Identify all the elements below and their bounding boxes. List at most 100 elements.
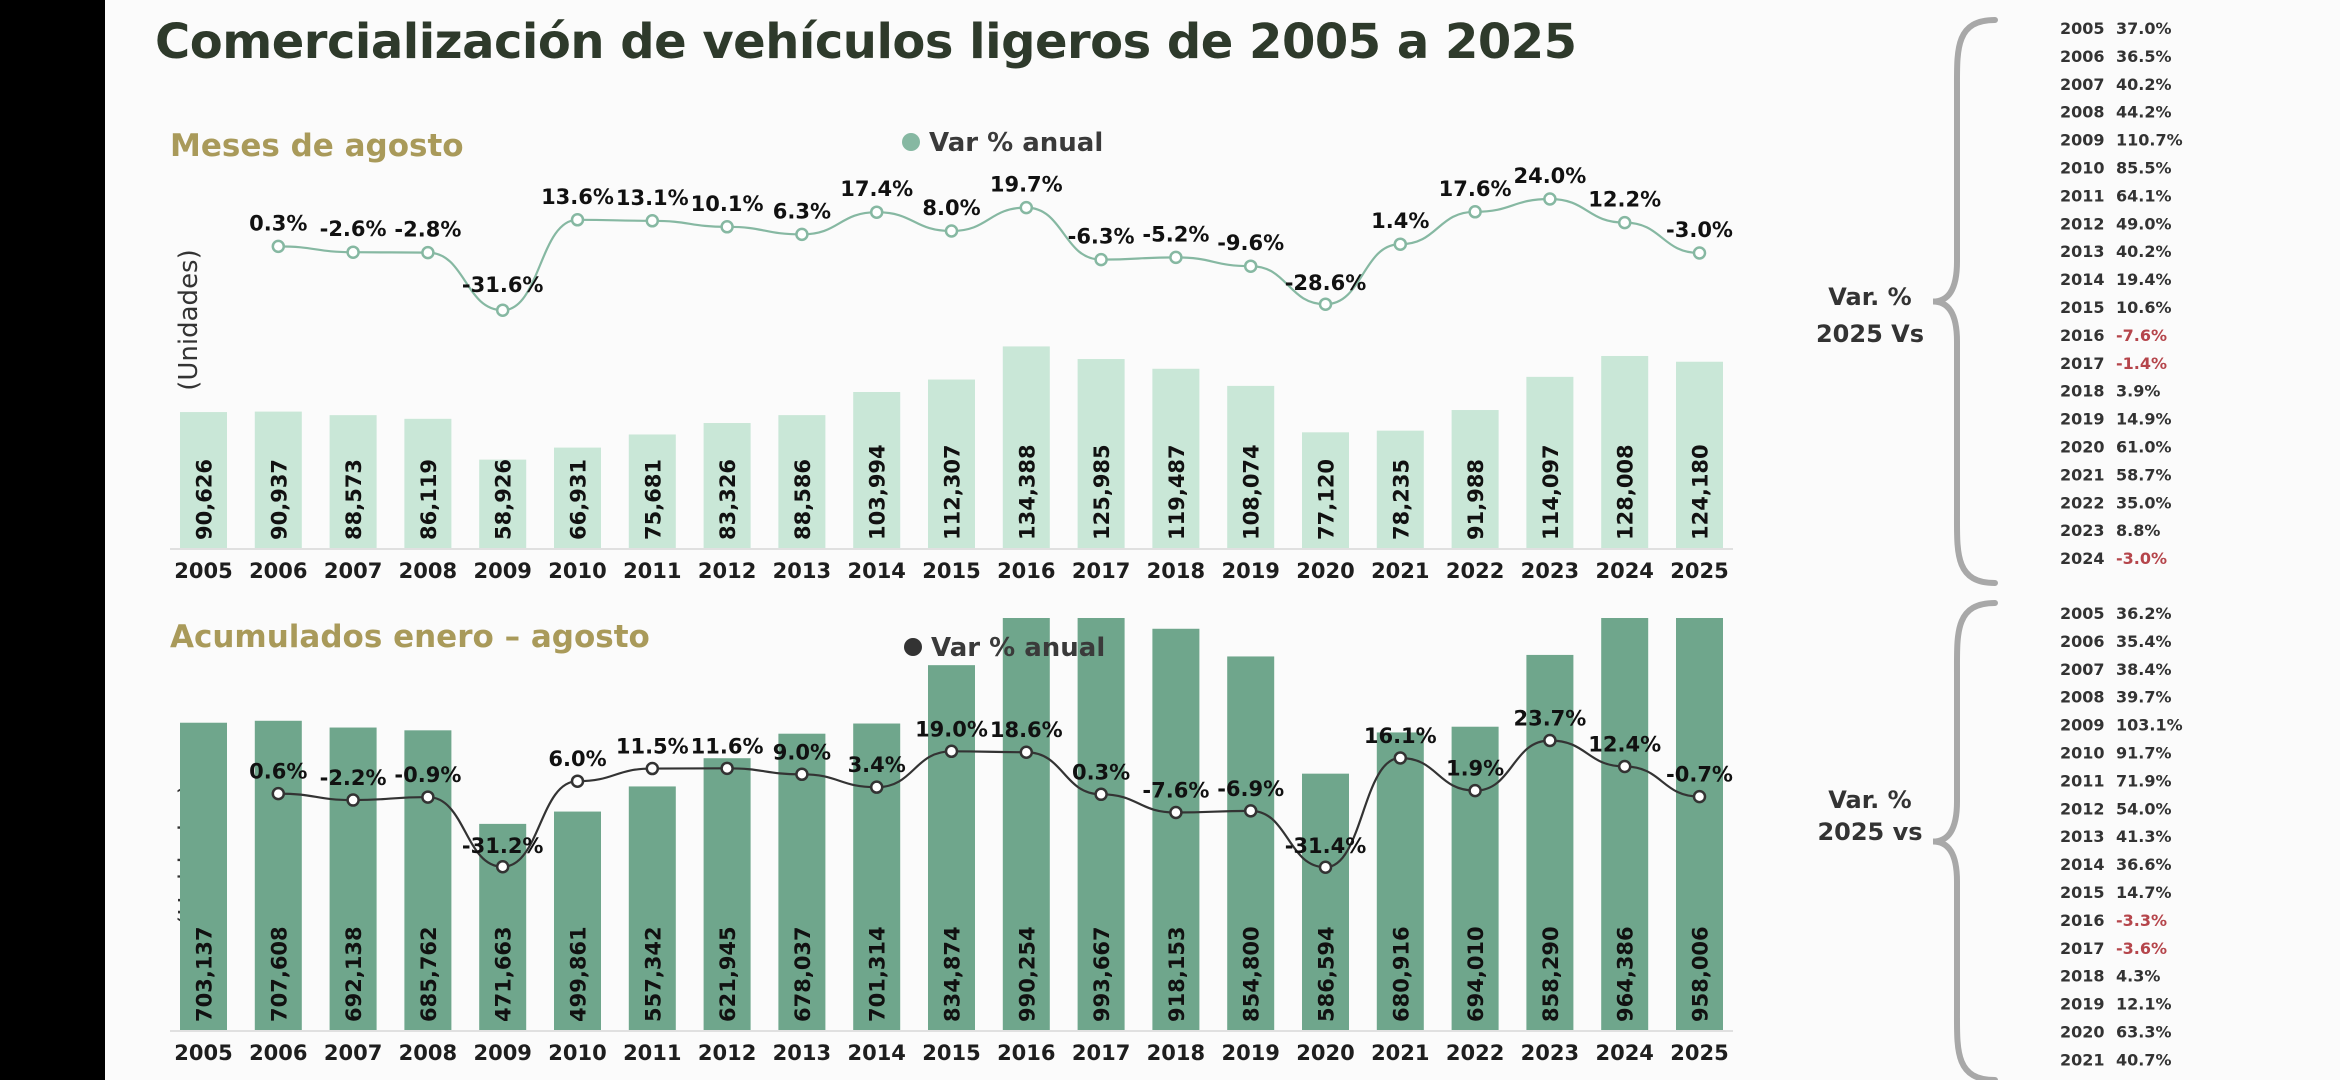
bottom-comparison-value: 41.3% bbox=[2116, 827, 2172, 846]
top-comparison-value: 85.5% bbox=[2116, 159, 2172, 178]
top-bar-2019 bbox=[1227, 385, 1275, 548]
bottom-var-label: 12.4% bbox=[1588, 732, 1661, 756]
top-comparison-year: 2023 bbox=[2060, 521, 2105, 540]
top-year-label: 2022 bbox=[1446, 559, 1504, 583]
top-comparison-year: 2006 bbox=[2060, 47, 2105, 66]
bottom-comparison-value: 39.7% bbox=[2116, 688, 2172, 707]
bottom-bar-value-label: 557,342 bbox=[641, 926, 665, 1022]
top-var-label: 13.6% bbox=[541, 185, 614, 209]
bottom-bar-value-label: 703,137 bbox=[193, 926, 217, 1022]
top-comparison-value: -7.6% bbox=[2116, 326, 2167, 345]
bottom-bar-2013 bbox=[778, 733, 826, 1030]
bottom-year-label: 2007 bbox=[324, 1041, 382, 1065]
bottom-comparison-year: 2014 bbox=[2060, 855, 2105, 874]
top-comparison-value: 64.1% bbox=[2116, 186, 2172, 205]
top-bar-value-label: 119,487 bbox=[1165, 444, 1189, 540]
bottom-bar-2005 bbox=[180, 722, 227, 1030]
top-comparison-value: 37.0% bbox=[2116, 19, 2172, 38]
bottom-bar-2016 bbox=[1002, 618, 1050, 1030]
bottom-var-marker bbox=[271, 786, 286, 801]
top-var-marker bbox=[271, 239, 286, 254]
top-comparison-year: 2022 bbox=[2060, 493, 2105, 512]
top-var-label: -5.2% bbox=[1142, 222, 1209, 246]
top-year-label: 2024 bbox=[1595, 559, 1653, 583]
top-comparison-value: 49.0% bbox=[2116, 214, 2172, 233]
top-var-marker bbox=[1094, 252, 1108, 267]
bottom-legend-marker bbox=[904, 638, 922, 656]
bottom-year-label: 2016 bbox=[997, 1041, 1055, 1065]
bottom-bar-value-label: 958,006 bbox=[1689, 926, 1713, 1022]
top-year-label: 2006 bbox=[249, 559, 307, 583]
top-comparison-year: 2018 bbox=[2060, 382, 2105, 401]
top-bar-2015 bbox=[928, 379, 975, 548]
bottom-bar-value-label: 918,153 bbox=[1165, 926, 1189, 1022]
bottom-var-marker bbox=[570, 774, 585, 788]
bottom-year-label: 2024 bbox=[1595, 1041, 1653, 1065]
top-year-label: 2010 bbox=[548, 559, 606, 583]
top-bar-2023 bbox=[1526, 376, 1574, 548]
top-bar-value-label: 77,120 bbox=[1315, 459, 1339, 540]
top-year-label: 2005 bbox=[174, 559, 232, 583]
bottom-bar-value-label: 964,386 bbox=[1614, 926, 1638, 1022]
bottom-bar-value-label: 692,138 bbox=[342, 926, 366, 1022]
top-bar-value-label: 66,931 bbox=[567, 459, 591, 540]
bottom-comparison-year: 2012 bbox=[2060, 799, 2105, 818]
top-comparison-year: 2010 bbox=[2060, 159, 2105, 178]
bottom-year-label: 2023 bbox=[1521, 1041, 1579, 1065]
top-year-label: 2011 bbox=[623, 559, 681, 583]
top-year-label: 2013 bbox=[773, 559, 831, 583]
top-year-label: 2018 bbox=[1147, 559, 1205, 583]
top-year-label: 2021 bbox=[1371, 559, 1429, 583]
top-comparison-year: 2015 bbox=[2060, 298, 2105, 317]
top-bar-2005 bbox=[180, 412, 227, 548]
top-comparison-year: 2024 bbox=[2060, 549, 2105, 568]
bottom-bar-value-label: 586,594 bbox=[1315, 926, 1339, 1022]
top-bar-2016 bbox=[1002, 346, 1050, 548]
bottom-bar-2019 bbox=[1227, 656, 1275, 1030]
bottom-comparison-heading-2: 2025 vs bbox=[1817, 818, 1922, 846]
top-bar-value-label: 103,994 bbox=[866, 444, 890, 540]
bottom-comparison-year: 2006 bbox=[2060, 632, 2105, 651]
top-comparison-year: 2013 bbox=[2060, 242, 2105, 261]
top-year-label: 2020 bbox=[1296, 559, 1354, 583]
bottom-bar-2014 bbox=[853, 723, 901, 1030]
bottom-bar-value-label: 707,608 bbox=[267, 926, 291, 1022]
bottom-comparison-year: 2005 bbox=[2060, 604, 2105, 623]
bottom-var-marker bbox=[1019, 745, 1034, 759]
top-var-marker bbox=[1692, 246, 1707, 260]
bottom-var-label: 11.5% bbox=[616, 735, 689, 759]
bottom-var-marker bbox=[1318, 860, 1333, 874]
bottom-bar-value-label: 694,010 bbox=[1464, 926, 1488, 1022]
bottom-comparison-year: 2010 bbox=[2060, 744, 2105, 763]
bottom-var-label: 9.0% bbox=[773, 740, 831, 764]
top-bar-2006 bbox=[254, 411, 302, 548]
top-bar-2025 bbox=[1676, 361, 1723, 548]
bottom-comparison-value: 4.3% bbox=[2116, 967, 2160, 986]
bottom-comparison-value: 35.4% bbox=[2116, 632, 2172, 651]
top-var-label: 13.1% bbox=[616, 186, 689, 210]
top-bar-2014 bbox=[853, 392, 901, 548]
bottom-comparison-year: 2021 bbox=[2060, 1050, 2105, 1069]
bottom-var-label: -31.4% bbox=[1285, 834, 1367, 858]
top-bar-value-label: 90,937 bbox=[267, 459, 291, 540]
top-bar-value-label: 134,388 bbox=[1015, 444, 1039, 540]
top-bar-2021 bbox=[1376, 430, 1424, 548]
bottom-comparison-year: 2019 bbox=[2060, 995, 2105, 1014]
top-var-marker bbox=[495, 303, 510, 317]
top-bar-value-label: 90,626 bbox=[193, 459, 217, 540]
top-bar-value-label: 124,180 bbox=[1689, 444, 1713, 540]
top-var-marker bbox=[1393, 237, 1408, 251]
bottom-bar-value-label: 701,314 bbox=[866, 926, 890, 1022]
bottom-year-label: 2012 bbox=[698, 1041, 756, 1065]
top-comparison-year: 2008 bbox=[2060, 103, 2105, 122]
top-bar-2008 bbox=[404, 418, 452, 548]
bottom-year-label: 2018 bbox=[1147, 1041, 1205, 1065]
bottom-var-label: 0.6% bbox=[249, 760, 307, 784]
bottom-comparison-value: 54.0% bbox=[2116, 799, 2172, 818]
top-comparison-year: 2021 bbox=[2060, 465, 2105, 484]
bottom-bar-2020 bbox=[1302, 773, 1349, 1030]
top-comparison-brace bbox=[1932, 17, 1998, 586]
bottom-var-label: 19.0% bbox=[915, 717, 988, 741]
bottom-comparison-year: 2015 bbox=[2060, 883, 2105, 902]
bottom-comparison-value: 36.6% bbox=[2116, 855, 2172, 874]
